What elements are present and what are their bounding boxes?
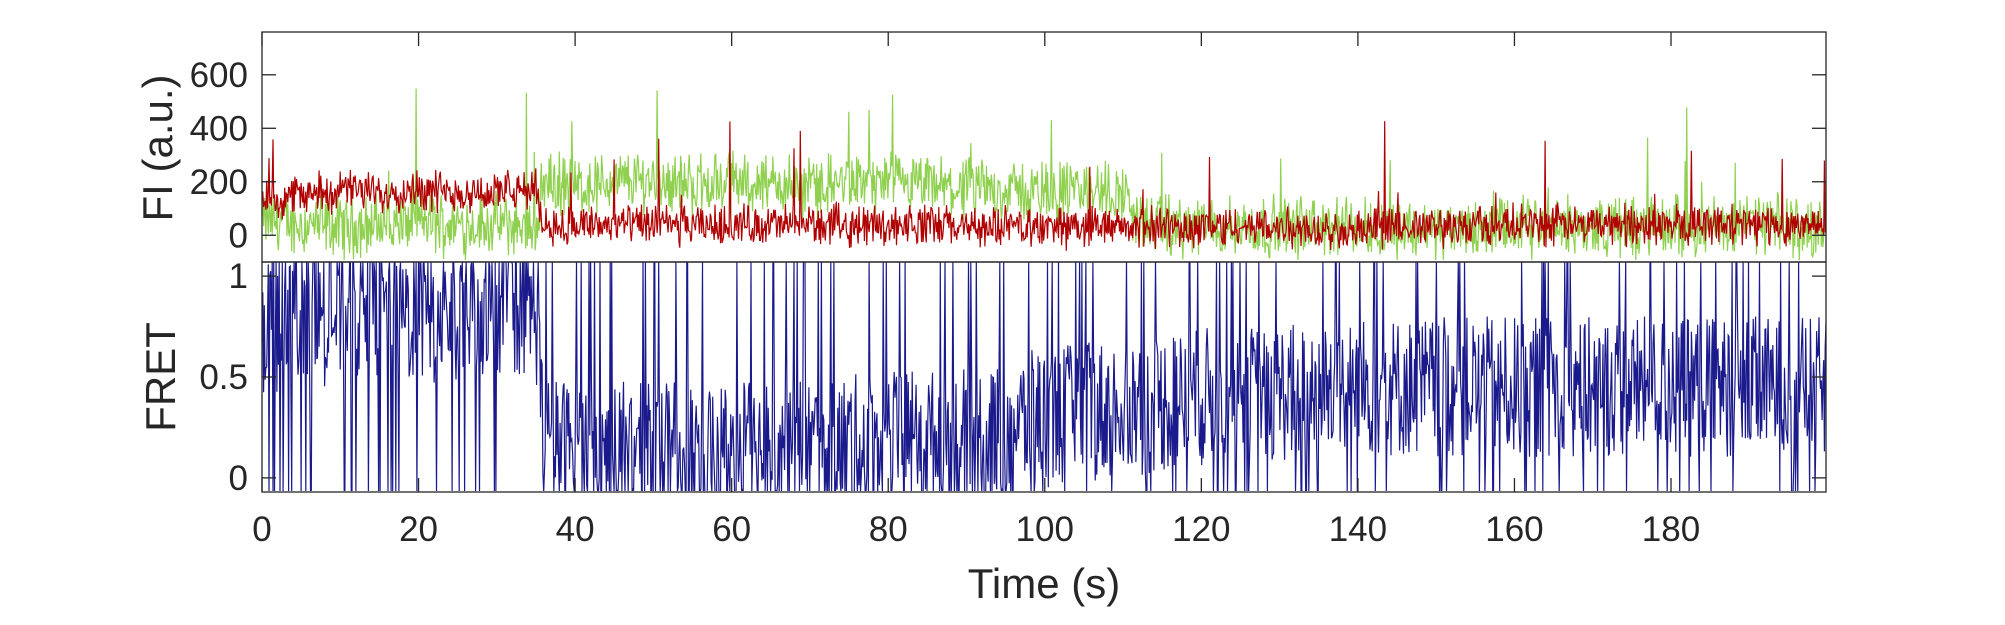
fluorescence-y-tick-label: 0: [229, 216, 248, 255]
time-x-tick-label: 120: [1172, 510, 1230, 549]
time-x-tick-label: 20: [399, 510, 438, 549]
fluorescence-traces: [262, 88, 1826, 260]
fret-y-axis-label: FRET: [137, 322, 184, 432]
fluorescence-panel: 0 200 400 600 FI (a.u.): [134, 31, 1827, 263]
time-x-tick-label: 0: [252, 510, 271, 549]
time-x-tick-label: 180: [1642, 510, 1700, 549]
fluorescence-y-ticks: 0 200 400 600: [190, 56, 1826, 255]
time-x-tick-label: 60: [712, 510, 751, 549]
time-x-tick-label: 140: [1329, 510, 1387, 549]
fret-traces: [262, 262, 1826, 491]
time-x-tick-label: 100: [1016, 510, 1074, 549]
acceptor-trace-line: [262, 121, 1826, 251]
fluorescence-y-tick-label: 200: [190, 163, 248, 202]
fret-trace-line: [262, 262, 1826, 491]
time-x-axis-label: Time (s): [968, 560, 1120, 607]
fret-y-tick-label: 0: [229, 459, 248, 498]
fluorescence-y-tick-label: 600: [190, 56, 248, 95]
time-x-tick-label: 80: [869, 510, 908, 549]
fluorescence-y-axis-label: FI (a.u.): [134, 74, 181, 221]
time-x-tick-label: 40: [556, 510, 595, 549]
fret-panel: 00.51 0 20 40 60 80 100 120 140 160 180 FRET Time…: [137, 32, 1827, 607]
time-x-ticks: 0 20 40 60 80 100 120 140 160 180: [252, 32, 1700, 549]
fret-y-ticks: 00.51: [199, 257, 1826, 498]
fret-y-tick-label: 0.5: [199, 358, 248, 397]
donor-trace-line: [262, 88, 1826, 260]
time-x-tick-label: 160: [1485, 510, 1543, 549]
fret-y-tick-label: 1: [229, 257, 248, 296]
fluorescence-y-tick-label: 400: [190, 109, 248, 148]
